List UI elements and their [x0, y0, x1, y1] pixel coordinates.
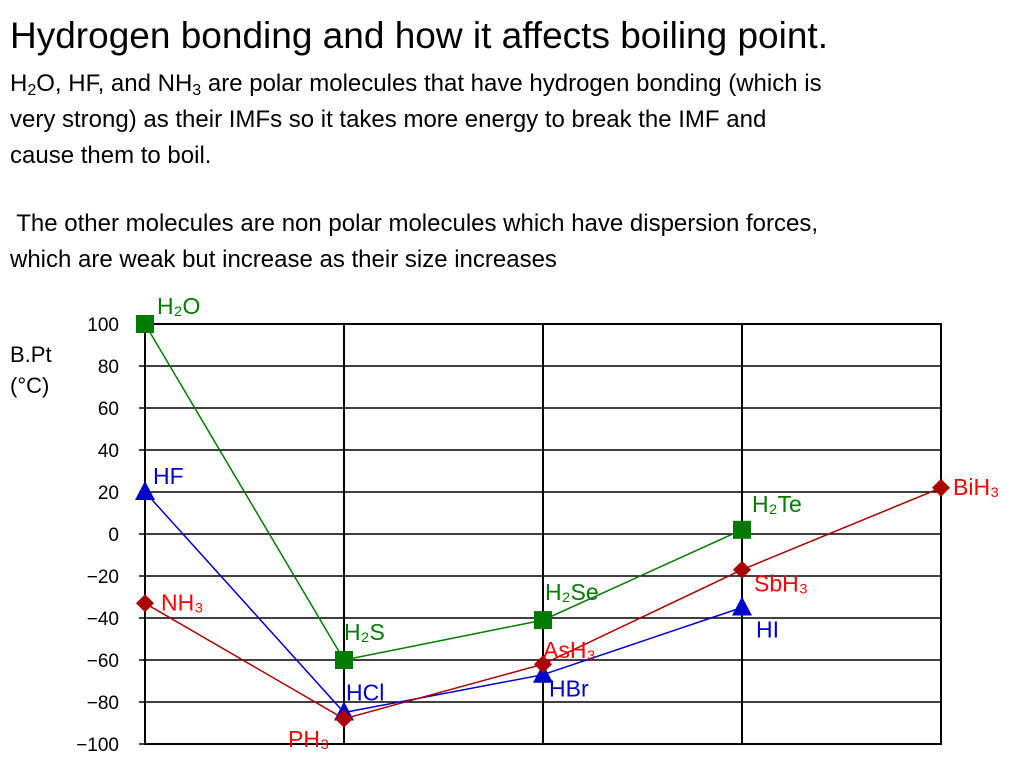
data-label: PH₃	[288, 726, 329, 752]
data-point-triangle	[135, 481, 155, 500]
data-point-square	[136, 315, 154, 333]
data-label: HBr	[549, 676, 589, 702]
subscript: 3	[192, 82, 202, 99]
text-line: very strong) as their IMFs so it takes m…	[10, 106, 767, 133]
data-point-triangle	[732, 596, 752, 616]
series-line	[144, 323, 743, 661]
data-point-diamond	[136, 594, 154, 613]
y-axis-label: (°C)	[10, 373, 49, 398]
data-label: HCl	[346, 680, 384, 706]
data-label: NH₃	[161, 589, 204, 615]
y-tick-label: 100	[87, 315, 119, 336]
data-label: H₂Te	[752, 491, 802, 517]
data-point-square	[733, 520, 751, 539]
data-point-diamond	[534, 655, 552, 674]
y-axis-label: B.Pt	[10, 342, 52, 367]
text-line: cause them to boil.	[10, 142, 212, 169]
y-tick-label: 60	[98, 399, 119, 420]
data-label: BiH₃	[953, 474, 999, 500]
data-label: HF	[153, 463, 184, 489]
boiling-point-chart: 100 80 60 40 20 0 −20 −40 −60 −80 −100 B.Pt (°C) H₂O H…	[10, 293, 999, 756]
dispersion-paragraph-line-1: The other molecules are non polar molecu…	[10, 210, 818, 237]
data-point-square	[534, 611, 552, 630]
y-tick-label: −80	[87, 693, 119, 714]
data-label: SbH₃	[754, 571, 808, 597]
series-line	[144, 491, 743, 714]
y-tick-label: −20	[87, 567, 119, 588]
data-label: HI	[756, 617, 779, 643]
text-run: O, HF, and NH	[36, 70, 193, 97]
data-point-square	[335, 651, 353, 669]
y-tick-label: −100	[76, 735, 119, 756]
y-tick-label: 40	[98, 441, 119, 462]
intro-paragraph: H2O, HF, and NH3 are polar molecules tha…	[10, 66, 822, 174]
dispersion-paragraph-line-2: which are weak but increase as their siz…	[10, 246, 557, 273]
text-run: H	[10, 70, 28, 97]
data-point-diamond	[733, 560, 751, 579]
data-label: AsH₃	[543, 637, 596, 663]
subscript: 2	[27, 82, 37, 99]
slide-title: Hydrogen bonding and how it affects boil…	[10, 15, 828, 56]
data-point-diamond	[932, 478, 950, 497]
text-run: are polar molecules that have hydrogen b…	[201, 70, 822, 97]
y-tick-label: 20	[98, 483, 119, 504]
y-tick-label: −40	[87, 609, 119, 630]
data-label: H₂S	[344, 619, 385, 645]
data-label: H₂O	[157, 293, 200, 319]
data-point-diamond	[335, 709, 353, 728]
data-label: H₂Se	[545, 579, 599, 605]
y-tick-label: −60	[87, 651, 119, 672]
y-tick-label: 0	[108, 525, 119, 546]
y-tick-label: 80	[98, 357, 119, 378]
